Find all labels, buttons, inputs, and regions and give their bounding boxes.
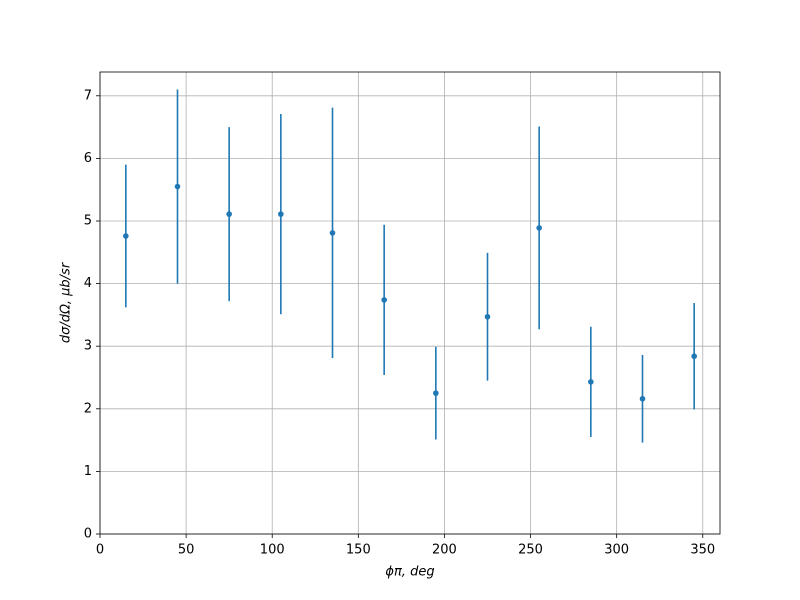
- y-tick-label: 1: [84, 464, 92, 479]
- data-point: [536, 225, 542, 231]
- data-point: [174, 183, 181, 190]
- x-tick-label: 0: [96, 543, 104, 558]
- data-point: [381, 297, 387, 303]
- x-axis-label: ϕπ, deg: [385, 565, 434, 580]
- data-point: [123, 233, 129, 239]
- data-point: [588, 379, 594, 385]
- data-point: [329, 230, 336, 236]
- x-tick-label: 100: [260, 543, 285, 558]
- y-tick-label: 4: [84, 276, 92, 291]
- data-point: [639, 395, 646, 402]
- plot-frame: [99, 71, 721, 535]
- x-tick-label: 350: [690, 543, 715, 558]
- data-point: [226, 211, 232, 217]
- x-tick-label: 300: [604, 543, 629, 558]
- y-tick-label: 6: [84, 151, 92, 166]
- y-tick-label: 3: [84, 339, 92, 354]
- x-tick-label: 150: [346, 543, 371, 558]
- x-tick-label: 250: [518, 543, 543, 558]
- y-tick-label: 2: [84, 401, 92, 416]
- data-point: [484, 313, 491, 320]
- x-tick-label: 50: [178, 543, 195, 558]
- data-point: [278, 211, 284, 217]
- y-tick-label: 0: [84, 527, 92, 542]
- data-point: [433, 390, 439, 396]
- y-tick-label: 5: [84, 213, 92, 228]
- y-tick-label: 7: [84, 88, 92, 103]
- data-point: [691, 353, 697, 360]
- x-tick-label: 200: [432, 543, 457, 558]
- y-axis-label: dσ/dΩ, μb/sr: [59, 261, 74, 343]
